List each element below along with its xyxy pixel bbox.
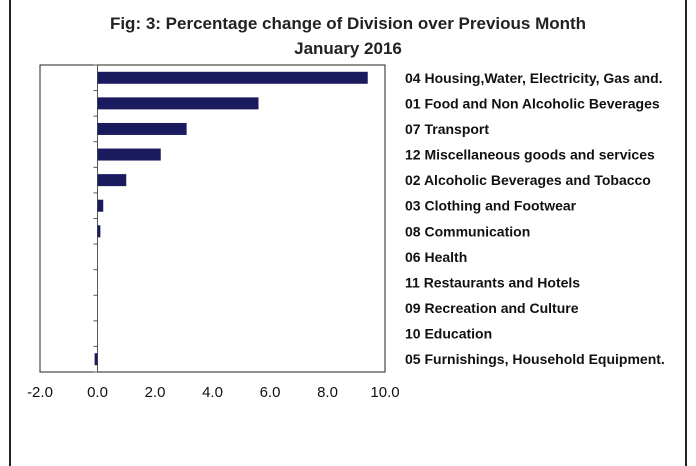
category-label: 04 Housing,Water, Electricity, Gas and. bbox=[405, 70, 663, 86]
category-label: 02 Alcoholic Beverages and Tobacco bbox=[405, 172, 651, 188]
category-label: 08 Communication bbox=[405, 223, 530, 239]
category-label: 10 Education bbox=[405, 326, 492, 342]
bar bbox=[97, 174, 127, 187]
plot-area bbox=[39, 64, 386, 373]
category-label: 01 Food and Non Alcoholic Beverages bbox=[405, 95, 660, 111]
x-tick-label: 6.0 bbox=[260, 384, 281, 401]
bar bbox=[97, 97, 259, 110]
chart-subtitle: January 2016 bbox=[294, 39, 402, 58]
category-label: 11 Restaurants and Hotels bbox=[405, 274, 580, 290]
category-label: 12 Miscellaneous goods and services bbox=[405, 147, 655, 163]
bar bbox=[97, 71, 368, 84]
zero-axis bbox=[93, 64, 98, 373]
category-label: 09 Recreation and Culture bbox=[405, 300, 579, 316]
x-tick-label: -2.0 bbox=[27, 384, 53, 401]
x-tick-labels: -2.0 0.0 2.0 4.0 6.0 8.0 10.0 bbox=[27, 384, 400, 401]
category-label: 06 Health bbox=[405, 249, 467, 265]
bar bbox=[97, 122, 187, 135]
x-tick-label: 2.0 bbox=[145, 384, 166, 401]
bar bbox=[97, 148, 161, 161]
bar bbox=[97, 199, 104, 212]
bar bbox=[94, 353, 98, 366]
x-tick-label: 4.0 bbox=[202, 384, 223, 401]
x-tick-label: 8.0 bbox=[317, 384, 338, 401]
bars-group bbox=[94, 71, 368, 366]
category-labels: 04 Housing,Water, Electricity, Gas and. 0… bbox=[405, 70, 665, 367]
category-label: 07 Transport bbox=[405, 121, 489, 137]
chart-title: Fig: 3: Percentage change of Division ov… bbox=[109, 14, 587, 33]
bar bbox=[97, 225, 101, 238]
chart-frame bbox=[9, 0, 687, 466]
category-label: 03 Clothing and Footwear bbox=[405, 198, 577, 214]
category-label: 05 Furnishings, Household Equipment. bbox=[405, 351, 665, 367]
x-tick-label: 10.0 bbox=[370, 384, 399, 401]
x-tick-label: 0.0 bbox=[87, 384, 108, 401]
